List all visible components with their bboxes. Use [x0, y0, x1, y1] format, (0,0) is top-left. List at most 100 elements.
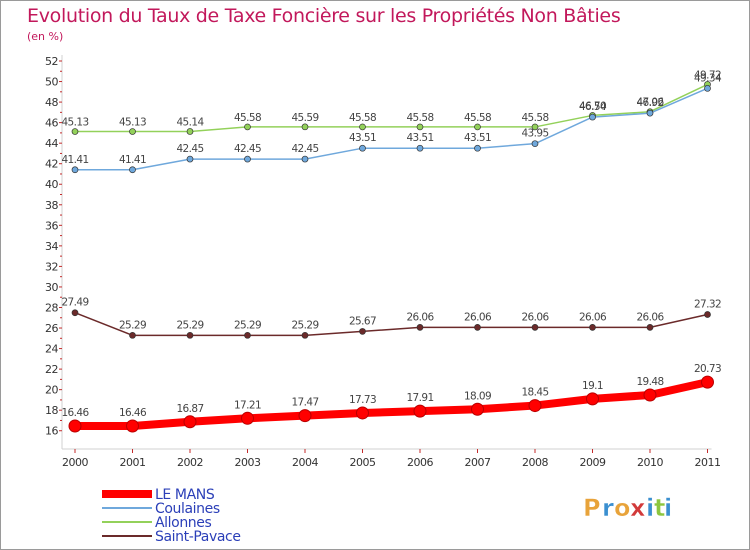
data-label: 27.32 — [694, 298, 721, 310]
data-point — [704, 84, 711, 92]
data-label: 16.46 — [61, 407, 89, 419]
data-point — [71, 128, 79, 135]
data-label: 26.06 — [579, 311, 607, 323]
data-label: 45.58 — [521, 112, 548, 124]
x-tick-label: 2009 — [580, 456, 606, 469]
legend-label: Allonnes — [155, 515, 211, 531]
data-point — [646, 324, 654, 331]
legend-label: Coulaines — [155, 501, 220, 517]
legend-label: LE MANS — [155, 487, 215, 503]
data-point — [359, 123, 366, 131]
x-tick-label: 2006 — [407, 456, 433, 469]
series-coulaines — [71, 84, 711, 174]
data-label: 45.58 — [349, 112, 376, 124]
series-line — [74, 83, 709, 133]
data-point — [359, 144, 366, 152]
y-tick-label: 18 — [45, 404, 58, 417]
x-tick-label: 2011 — [695, 456, 721, 469]
data-label: 16.46 — [119, 407, 147, 419]
data-point — [186, 331, 194, 339]
data-label: 17.91 — [406, 392, 433, 404]
x-tick-label: 2005 — [350, 456, 376, 469]
y-tick-label: 42 — [45, 158, 58, 171]
data-label: 18.45 — [521, 387, 548, 399]
chart-title: Evolution du Taux de Taxe Foncière sur l… — [27, 5, 620, 27]
data-label: 25.29 — [176, 319, 203, 331]
data-point — [301, 155, 309, 163]
data-label: 25.29 — [234, 319, 261, 331]
series-layer: 16.46 16.46 16.87 17.21 17.47 17.73 17.91 18.09… — [61, 69, 723, 433]
data-point — [589, 113, 596, 121]
data-point — [416, 123, 424, 131]
data-point — [643, 388, 657, 402]
legend-label: Saint-Pavace — [155, 529, 241, 545]
data-point — [129, 331, 136, 339]
data-point — [474, 144, 481, 152]
y-tick-label: 30 — [45, 281, 58, 294]
data-label: 41.41 — [61, 154, 88, 166]
data-label: 45.59 — [291, 112, 318, 124]
y-tick-label: 28 — [45, 301, 58, 314]
y-tick-label: 26 — [45, 322, 58, 335]
data-point — [129, 128, 136, 135]
data-label: 16.87 — [176, 403, 203, 415]
y-tick-label: 38 — [45, 199, 58, 212]
y-tick-label: 46 — [45, 117, 58, 130]
data-label: 25.29 — [119, 319, 146, 331]
data-point — [301, 123, 309, 131]
data-point — [183, 415, 197, 429]
y-tick-label: 34 — [45, 240, 58, 253]
logo-letter: t — [654, 494, 666, 522]
logo-letter: r — [602, 494, 615, 522]
data-point — [531, 324, 539, 331]
series-saint-pavace — [71, 309, 711, 339]
data-label: 45.58 — [464, 112, 491, 124]
data-point — [589, 324, 596, 331]
data-label: 42.45 — [176, 143, 203, 155]
x-tick-label: 2008 — [522, 456, 548, 469]
data-point — [244, 123, 251, 131]
y-tick-label: 24 — [45, 343, 58, 356]
y-tick-label: 22 — [45, 363, 58, 376]
data-point — [126, 419, 139, 433]
axes: 16 18 20 22 24 26 28 30 32 34 36 38 40 42 44 46 48 50 52 20… — [45, 55, 721, 469]
y-tick-label: 48 — [45, 96, 58, 109]
logo-letter: i — [664, 494, 673, 522]
data-point — [413, 404, 427, 418]
data-point — [646, 109, 654, 117]
chart-unit: (en %) — [27, 30, 63, 43]
data-label: 46.70 — [579, 100, 606, 112]
data-point — [71, 166, 79, 174]
data-label: 43.95 — [521, 128, 548, 140]
logo-letter: i — [646, 494, 655, 522]
data-point — [186, 128, 194, 135]
data-point — [528, 399, 542, 413]
y-tick-label: 44 — [45, 137, 58, 150]
data-label: 17.47 — [291, 397, 318, 409]
data-label: 18.09 — [464, 390, 491, 402]
data-label: 47.06 — [636, 97, 664, 109]
data-label: 20.73 — [694, 363, 721, 375]
data-label: 19.48 — [636, 376, 663, 388]
data-label: 25.67 — [349, 315, 376, 327]
data-label: 42.45 — [291, 143, 318, 155]
logo-letter: x — [630, 494, 646, 522]
data-label: 45.58 — [406, 112, 433, 124]
data-label: 46.92 — [636, 97, 663, 109]
y-tick-label: 52 — [45, 55, 58, 68]
x-tick-label: 2010 — [637, 456, 663, 469]
data-point — [474, 123, 481, 131]
data-point — [416, 324, 424, 331]
data-label: 45.14 — [176, 116, 204, 128]
series-line — [74, 311, 709, 337]
data-label: 25.29 — [291, 319, 318, 331]
data-point — [359, 328, 366, 335]
data-label: 45.58 — [234, 112, 261, 124]
data-label: 26.06 — [636, 311, 664, 323]
data-point — [416, 144, 424, 152]
data-point — [298, 409, 312, 423]
data-point — [241, 411, 254, 425]
data-point — [531, 140, 539, 148]
